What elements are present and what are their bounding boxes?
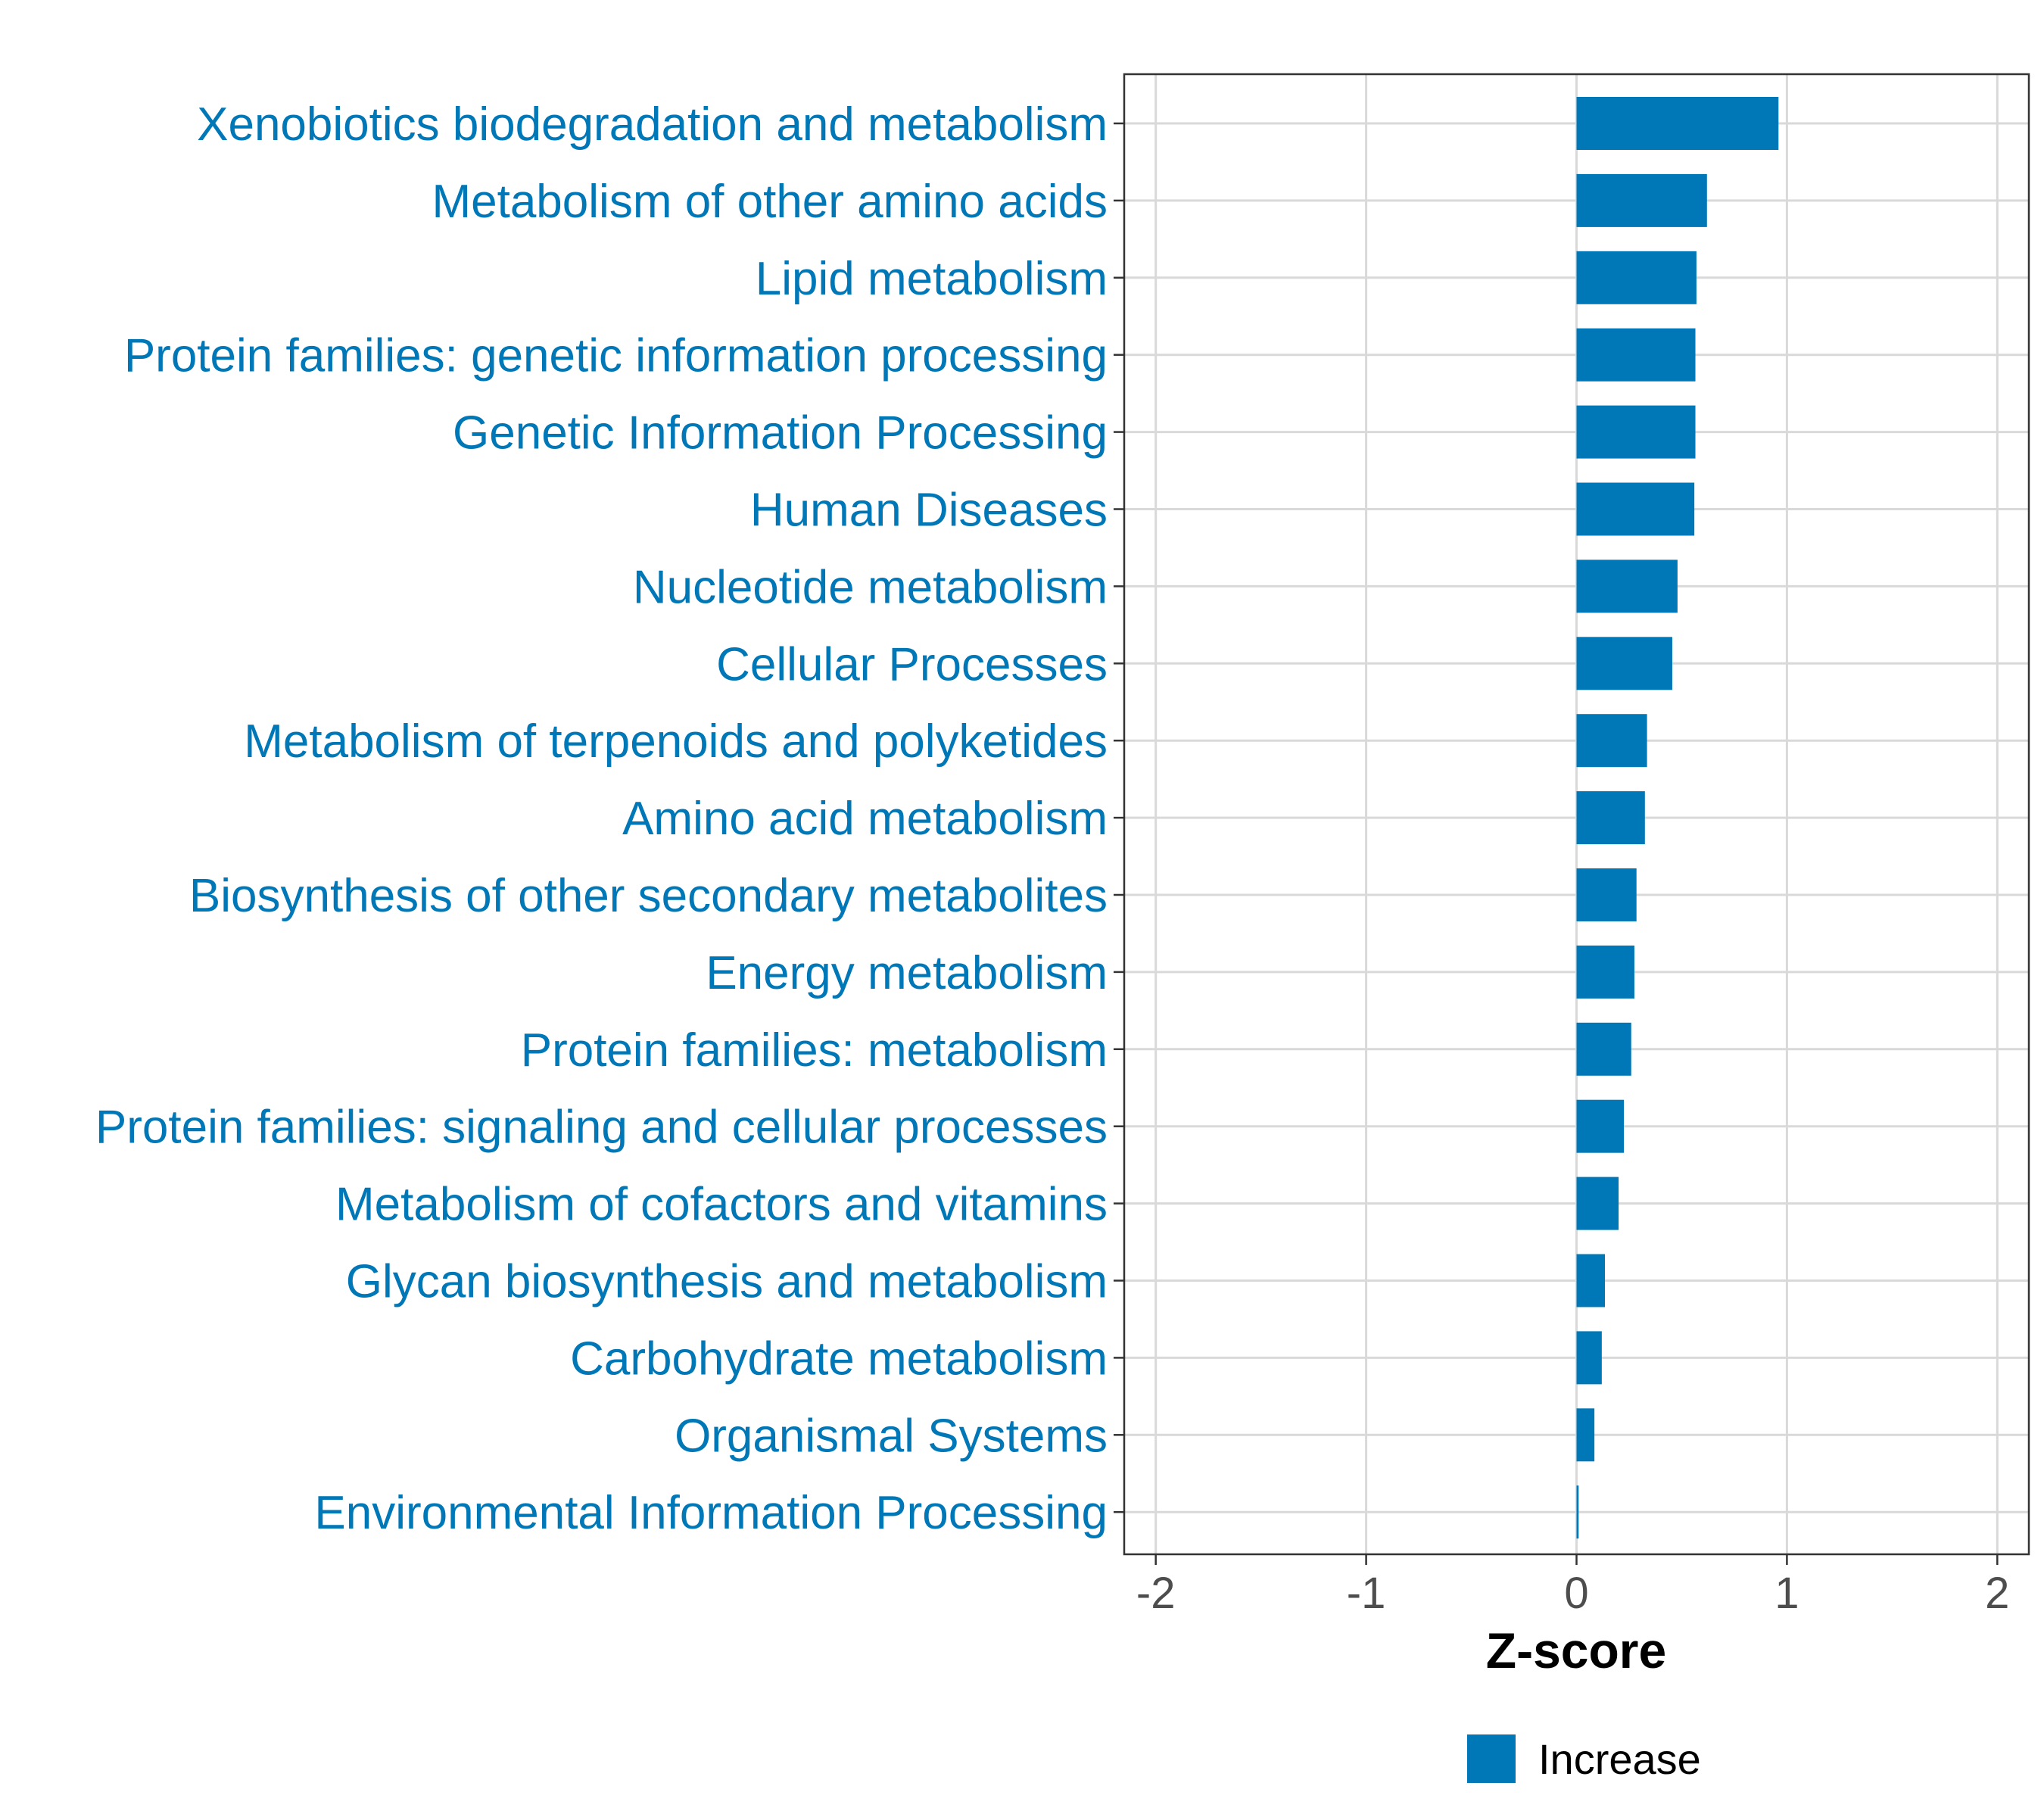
category-label: Cellular Processes bbox=[716, 638, 1108, 690]
x-axis-title: Z-score bbox=[1486, 1622, 1666, 1678]
category-label: Protein families: signaling and cellular… bbox=[95, 1102, 1108, 1154]
category-label: Protein families: genetic information pr… bbox=[124, 330, 1108, 382]
category-label: Environmental Information Processing bbox=[314, 1487, 1108, 1539]
category-label: Glycan biosynthesis and metabolism bbox=[346, 1256, 1108, 1308]
bar bbox=[1576, 559, 1678, 613]
legend-label-increase: Increase bbox=[1538, 1735, 1701, 1783]
category-label: Metabolism of cofactors and vitamins bbox=[335, 1179, 1108, 1231]
legend: Increase bbox=[1467, 1734, 1701, 1783]
bar bbox=[1576, 251, 1697, 304]
bar bbox=[1576, 1099, 1625, 1153]
category-label: Xenobiotics biodegradation and metabolis… bbox=[197, 98, 1108, 151]
bar bbox=[1576, 405, 1696, 459]
category-label: Energy metabolism bbox=[706, 947, 1108, 999]
bar bbox=[1576, 637, 1672, 690]
bar bbox=[1576, 482, 1695, 536]
bar bbox=[1576, 868, 1637, 921]
bar bbox=[1576, 714, 1647, 768]
x-tick-label: -1 bbox=[1347, 1569, 1386, 1618]
bar bbox=[1576, 945, 1634, 999]
y-tick-layer: Xenobiotics biodegradation and metabolis… bbox=[95, 98, 1124, 1539]
bar bbox=[1576, 1254, 1606, 1307]
x-tick-label: 1 bbox=[1774, 1569, 1799, 1618]
category-label: Carbohydrate metabolism bbox=[570, 1332, 1108, 1385]
bar bbox=[1576, 328, 1696, 382]
bar bbox=[1576, 1177, 1619, 1230]
bar bbox=[1576, 1408, 1595, 1462]
category-label: Organismal Systems bbox=[675, 1410, 1108, 1462]
category-label: Protein families: metabolism bbox=[521, 1024, 1108, 1077]
category-label: Biosynthesis of other secondary metaboli… bbox=[189, 870, 1108, 922]
category-label: Metabolism of other amino acids bbox=[432, 176, 1108, 228]
category-label: Amino acid metabolism bbox=[622, 793, 1108, 845]
x-tick-layer: -2 -1 0 1 2 bbox=[1136, 1554, 2009, 1618]
bar bbox=[1576, 97, 1779, 150]
x-tick-label: -2 bbox=[1136, 1569, 1176, 1618]
category-label: Human Diseases bbox=[750, 485, 1108, 537]
bar bbox=[1576, 791, 1645, 845]
bar bbox=[1576, 1331, 1602, 1385]
category-label: Metabolism of terpenoids and polyketides bbox=[244, 715, 1108, 768]
x-tick-label: 2 bbox=[1985, 1569, 2009, 1618]
bar-layer bbox=[1576, 97, 1779, 1539]
legend-swatch-increase bbox=[1467, 1734, 1516, 1783]
bar bbox=[1576, 1485, 1579, 1539]
category-label: Genetic Information Processing bbox=[453, 407, 1108, 460]
category-label: Nucleotide metabolism bbox=[633, 561, 1108, 613]
bar bbox=[1576, 173, 1707, 227]
category-label: Lipid metabolism bbox=[756, 253, 1108, 305]
x-tick-label: 0 bbox=[1564, 1569, 1588, 1618]
bar bbox=[1576, 1022, 1631, 1076]
